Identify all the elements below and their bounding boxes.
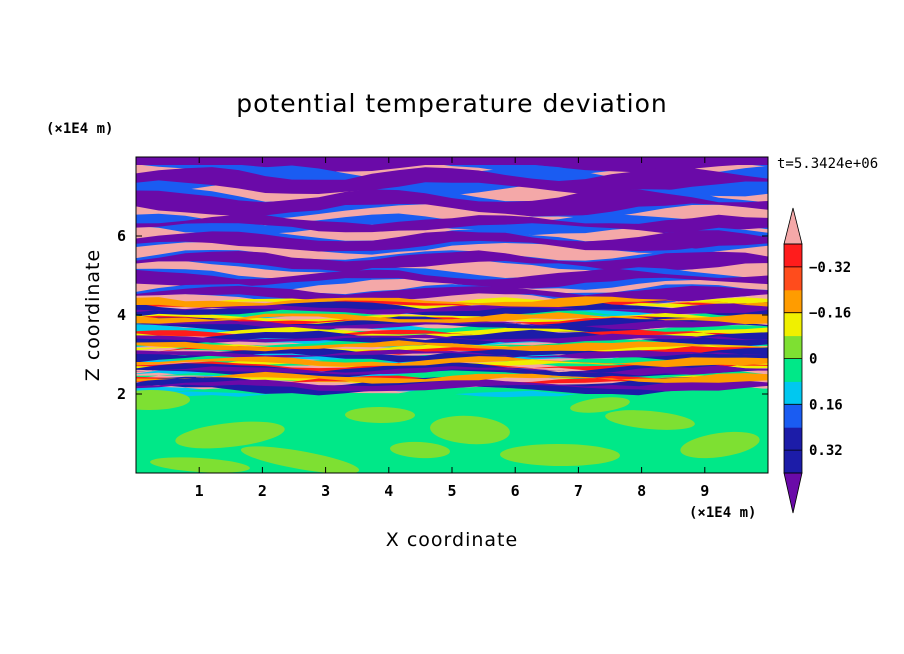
colorbar: 0.32 0.16 0 −0.16 −0.32 [783,207,851,514]
y-unit-label: (×1E4 m) [46,121,113,137]
colorbar-label: −0.16 [809,306,851,322]
x-tick-label: 2 [258,482,267,500]
colorbar-under-triangle [783,472,803,514]
contour-band [136,300,768,318]
contour-band [136,214,768,234]
contour-blob [136,389,190,411]
contour-blob [680,431,760,459]
y-axis-label: Z coordinate [82,249,104,381]
y-tick-label: 6 [117,227,126,245]
colorbar-segment [784,450,802,474]
colorbar-label: 0.16 [809,397,843,413]
contour-blob [240,446,360,473]
colorbar-segment [784,404,802,428]
colorbar-segment [784,427,802,451]
contour-band [136,356,768,368]
colorbar-segment [784,312,802,337]
x-axis: 1 2 3 4 5 6 7 8 9 [195,157,709,500]
contour-band [136,333,768,344]
y-tick-label: 4 [117,306,126,324]
contour-band [136,303,768,315]
time-label: t=5.3424e+06 [777,156,878,172]
contour-band [136,378,768,392]
x-axis-label: X coordinate [386,529,518,551]
plot-area [136,157,768,473]
contour-band [136,327,768,339]
contour-band [136,166,768,195]
field-layer [136,157,768,473]
contour-band [136,230,768,252]
colorbar-label: −0.32 [809,260,851,276]
x-tick-label: 4 [384,482,393,500]
y-axis: 2 4 6 [117,227,768,403]
contour-blob [175,421,285,449]
contour-band [136,349,768,359]
contour-band [136,371,768,384]
contour-band [136,362,768,378]
contour-blob [605,410,695,430]
contour-blob [150,457,250,473]
x-tick-label: 3 [321,482,330,500]
x-tick-label: 8 [637,482,646,500]
contour-band [136,309,768,322]
colorbar-segment [784,358,802,382]
contour-band [136,340,768,352]
contour-band [136,268,768,289]
contour-band [136,365,768,376]
contour-blob [345,406,415,424]
contour-band [136,347,768,363]
x-tick-label: 5 [447,482,456,500]
contour-blob [500,443,620,467]
colorbar-segment [784,381,802,405]
contour-band [136,250,768,272]
colorbar-label: 0 [809,352,817,368]
colorbar-segment [784,266,802,291]
colorbar-segment [784,244,802,268]
contour-blob [430,415,510,445]
colorbar-over-triangle [783,207,803,245]
contour-band [136,312,768,325]
contour-band [136,299,768,310]
x-tick-label: 9 [700,482,709,500]
chart-title: potential temperature deviation [236,89,667,118]
x-unit-label: (×1E4 m) [689,505,756,521]
contour-band [136,385,768,399]
colorbar-label: 0.32 [809,443,843,459]
contour-band [136,296,768,308]
contour-band [136,376,768,396]
contour-band [136,320,768,330]
x-tick-label: 7 [574,482,583,500]
contour-band [136,189,768,217]
colorbar-segment [784,335,802,359]
y-tick-label: 2 [117,385,126,403]
contour-blob [570,397,630,413]
colorbar-segment [784,289,802,314]
x-tick-label: 6 [511,482,520,500]
x-tick-label: 1 [195,482,204,500]
contour-blob [390,441,450,459]
